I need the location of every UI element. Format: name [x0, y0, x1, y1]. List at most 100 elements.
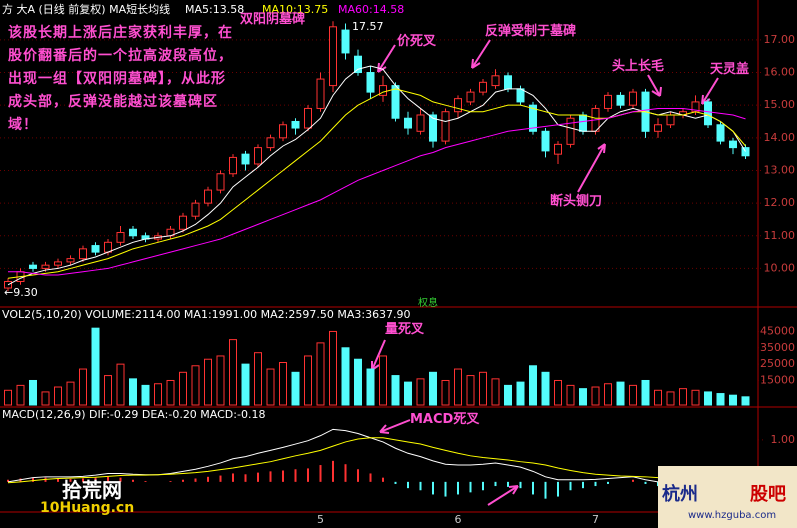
volume-bar: [4, 389, 12, 406]
candle-body: [454, 98, 462, 113]
candle-body: [529, 104, 537, 132]
volume-bar: [241, 363, 250, 406]
volume-bar: [54, 386, 62, 406]
candle-body: [629, 91, 637, 106]
candle-body: [91, 245, 100, 253]
volume-bar: [491, 378, 500, 406]
candle-body: [329, 26, 337, 87]
volume-bar: [16, 384, 25, 406]
candle-body: [429, 114, 437, 142]
candle-body: [466, 91, 475, 103]
y-tick-label: 11.00: [764, 229, 796, 242]
annotation: 断头铡刀: [550, 194, 603, 209]
candle-body: [54, 261, 62, 266]
y-tick-label: 25000: [760, 357, 795, 370]
candle-body: [504, 75, 512, 90]
legend-entry: MA5:13.58: [185, 3, 244, 16]
candle-body: [441, 111, 450, 142]
candle-body: [79, 248, 87, 260]
candle-body: [516, 88, 525, 103]
candle-body: [654, 124, 662, 132]
volume-bar: [479, 371, 487, 406]
legend-entry: MA10:13.75: [262, 3, 328, 16]
line: [8, 107, 746, 276]
volume-bar: [716, 393, 725, 406]
volume-bar: [629, 384, 637, 406]
watermark: 股吧: [750, 484, 786, 505]
volume-bar: [141, 384, 150, 406]
volume-bar: [116, 363, 125, 406]
annotation: 双阳阴墓碑: [240, 12, 306, 27]
volume-bar: [216, 355, 225, 406]
candle-body: [404, 117, 412, 129]
y-tick-label: 45000: [760, 324, 795, 337]
volume-bar: [441, 379, 450, 406]
volume-bar: [566, 384, 575, 406]
candle-body: [666, 114, 675, 126]
y-tick-label: 15000: [760, 373, 795, 386]
volume-bar: [529, 365, 537, 406]
volume-bar: [166, 379, 175, 406]
candle-body: [566, 117, 575, 145]
volume-bar: [641, 379, 650, 406]
y-tick-label: 10.00: [764, 261, 796, 274]
x-tick-label: 7: [592, 513, 599, 526]
candle-body: [191, 202, 200, 217]
candle-body: [266, 137, 275, 149]
x-tick-label: 6: [455, 513, 462, 526]
annotation: ←9.30: [4, 286, 38, 299]
arrows: [371, 39, 719, 506]
volume-bar: [379, 355, 387, 406]
candle-body: [741, 147, 750, 157]
annotation: 权息: [418, 298, 438, 309]
candle-body: [116, 232, 125, 243]
candle-body: [241, 153, 250, 165]
volume-bar: [316, 342, 325, 406]
volume-bar: [691, 389, 700, 406]
candle-body: [354, 55, 362, 74]
volume-bar: [454, 368, 462, 406]
volume-bar: [41, 391, 50, 406]
panel-title: MACD(12,26,9) DIF:-0.29 DEA:-0.20 MACD:-…: [2, 408, 265, 421]
legend-entry: MA60:14.58: [338, 3, 404, 16]
candle-body: [229, 156, 237, 175]
volume-bar: [704, 391, 712, 406]
volume-bar: [429, 371, 437, 406]
y-tick-label: 35000: [760, 341, 795, 354]
candle-body: [716, 124, 725, 142]
volume-bar: [416, 378, 425, 406]
volume-bar: [616, 381, 625, 406]
candle-body: [491, 75, 500, 87]
candle-body: [4, 280, 12, 289]
volume-bar: [66, 381, 75, 406]
volume-bar: [391, 375, 400, 406]
candle-body: [66, 258, 75, 263]
candle-body: [279, 124, 287, 139]
panel-title: VOL2(5,10,20) VOLUME:2114.00 MA1:1991.00…: [2, 308, 411, 321]
volume-bar: [679, 388, 687, 406]
candle-body: [416, 114, 425, 132]
volume-bar: [329, 330, 337, 406]
volume-bar: [341, 347, 350, 406]
volume-bar: [291, 371, 300, 406]
volume-bar: [604, 383, 612, 406]
annotation: 量死叉: [385, 322, 425, 337]
volume-bar: [91, 327, 100, 406]
candle-body: [304, 107, 312, 129]
y-tick-label: 15.00: [764, 98, 796, 111]
volume-bar: [504, 384, 512, 406]
candle-body: [366, 72, 375, 93]
volume-bar: [129, 378, 137, 406]
y-tick-label: 1.00: [771, 433, 796, 446]
annotation: MACD死叉: [410, 412, 480, 427]
candle-body: [579, 114, 587, 132]
volume-bar: [154, 383, 162, 406]
volume-bar: [254, 352, 262, 406]
annotation: 天灵盖: [710, 62, 750, 77]
watermark-box: 杭州 股吧 www.hzguba.com: [658, 466, 797, 528]
volume-bar: [741, 396, 750, 406]
watermark: 拾荒网: [62, 478, 122, 502]
volume-bar: [204, 358, 212, 406]
